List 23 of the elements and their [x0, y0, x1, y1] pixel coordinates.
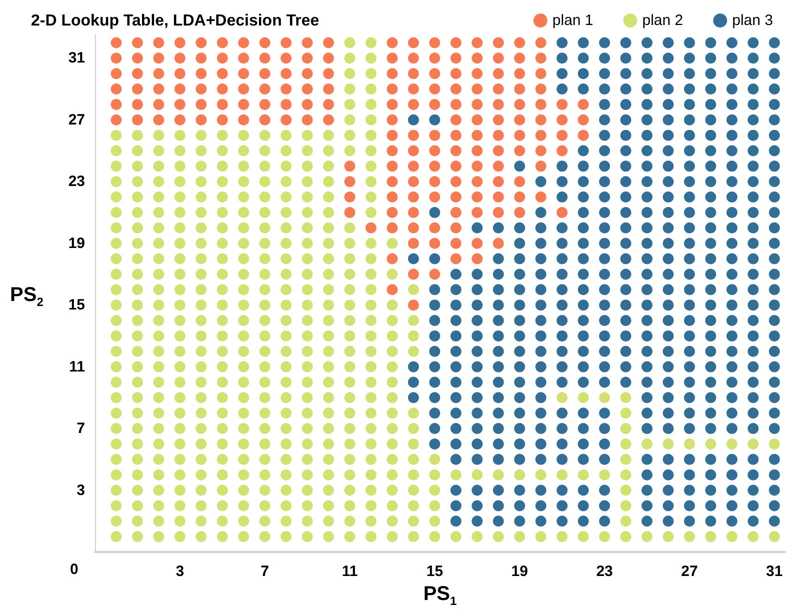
- y-tick-label: 15: [68, 296, 85, 314]
- y-tick-label: 11: [69, 358, 85, 376]
- x-tick-label: 31: [766, 563, 783, 580]
- legend-label: plan 1: [552, 12, 594, 29]
- y-axis-title: PS$_{2}$: [10, 284, 44, 311]
- y-tick-label: 3: [76, 482, 85, 499]
- y-tick-label: 19: [68, 234, 85, 252]
- legend-label: plan 3: [732, 12, 774, 29]
- x-tick-label: 3: [176, 563, 184, 580]
- x-tick-label: 23: [596, 563, 613, 580]
- x-tick-label: 27: [681, 563, 698, 580]
- x-tick-label: 19: [511, 563, 528, 580]
- text: 0: [70, 561, 78, 578]
- y-tick-label: 23: [68, 173, 85, 190]
- x-tick-label: 7: [260, 563, 270, 580]
- x-tick-label: 15: [426, 563, 444, 580]
- x-tick-label: 11: [342, 563, 358, 580]
- y-tick-label: 27: [68, 111, 85, 128]
- legend-label: plan 2: [642, 12, 684, 29]
- chart-title: 2-D Lookup Table, LDA+Decision Tree: [31, 12, 320, 30]
- x-axis-title: PS$_{1}$: [422, 583, 458, 610]
- y-tick-label: 7: [76, 420, 85, 438]
- y-tick-label: 31: [68, 50, 85, 67]
